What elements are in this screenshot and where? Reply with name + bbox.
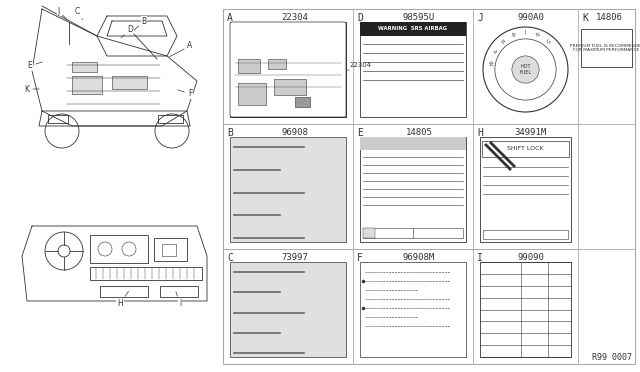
Text: H: H bbox=[117, 291, 129, 308]
Text: F: F bbox=[357, 253, 363, 263]
Text: WARNING  SRS AIRBAG: WARNING SRS AIRBAG bbox=[378, 26, 447, 32]
Text: K: K bbox=[582, 13, 588, 23]
Text: HOT
FUEL: HOT FUEL bbox=[520, 64, 532, 75]
Text: 34991M: 34991M bbox=[515, 128, 547, 137]
Bar bbox=[482, 141, 569, 157]
Text: A: A bbox=[491, 48, 497, 54]
Bar bbox=[72, 76, 102, 94]
Text: 98595U: 98595U bbox=[403, 13, 435, 22]
Bar bbox=[360, 137, 466, 242]
Bar bbox=[158, 115, 183, 123]
Bar bbox=[363, 228, 463, 238]
Bar bbox=[483, 230, 568, 239]
Text: N: N bbox=[510, 32, 516, 38]
Bar bbox=[100, 286, 148, 297]
Text: J: J bbox=[477, 13, 483, 23]
Text: E: E bbox=[28, 61, 42, 71]
Text: I: I bbox=[176, 292, 181, 308]
Bar bbox=[360, 22, 466, 117]
Text: J: J bbox=[58, 6, 67, 20]
Text: N: N bbox=[536, 32, 541, 38]
Text: 990A0: 990A0 bbox=[517, 13, 544, 22]
Text: 96908: 96908 bbox=[281, 128, 308, 137]
Text: A: A bbox=[170, 42, 193, 57]
Text: 14806: 14806 bbox=[596, 13, 623, 22]
Bar bbox=[90, 267, 202, 280]
Bar bbox=[238, 83, 266, 105]
Text: F: F bbox=[178, 90, 192, 99]
Circle shape bbox=[512, 56, 539, 83]
Bar bbox=[238, 59, 260, 73]
Text: D: D bbox=[357, 13, 363, 23]
Text: I: I bbox=[477, 253, 483, 263]
Text: 73997: 73997 bbox=[281, 253, 308, 262]
Bar bbox=[230, 262, 346, 357]
Bar bbox=[480, 137, 571, 242]
Bar bbox=[581, 29, 632, 67]
Text: R99 0007: R99 0007 bbox=[592, 353, 632, 362]
FancyBboxPatch shape bbox=[230, 22, 346, 117]
Circle shape bbox=[495, 39, 556, 100]
Bar bbox=[295, 97, 310, 107]
Bar bbox=[162, 244, 176, 256]
Bar bbox=[112, 76, 147, 89]
Text: A: A bbox=[227, 13, 233, 23]
Bar bbox=[223, 9, 635, 364]
Bar bbox=[72, 62, 97, 72]
Text: G: G bbox=[546, 38, 552, 45]
Bar bbox=[360, 262, 466, 357]
Bar bbox=[480, 262, 571, 357]
Bar bbox=[268, 59, 286, 69]
Bar bbox=[360, 22, 466, 36]
Bar bbox=[154, 238, 187, 261]
Text: 14805: 14805 bbox=[406, 128, 433, 137]
Bar bbox=[230, 22, 346, 117]
Bar bbox=[230, 137, 346, 242]
Bar bbox=[360, 137, 466, 150]
Text: R: R bbox=[499, 38, 505, 45]
Text: H: H bbox=[477, 128, 483, 138]
Text: C: C bbox=[227, 253, 233, 263]
Text: W: W bbox=[486, 60, 492, 66]
Text: D: D bbox=[121, 25, 133, 38]
Bar bbox=[160, 286, 198, 297]
Bar bbox=[274, 79, 306, 95]
Text: B: B bbox=[227, 128, 233, 138]
Text: I: I bbox=[525, 31, 526, 35]
Text: C: C bbox=[74, 6, 83, 20]
Circle shape bbox=[483, 27, 568, 112]
Text: 22304: 22304 bbox=[350, 62, 372, 68]
Bar bbox=[48, 115, 68, 123]
Text: PREMIUM FUEL IS RECOMMENDED
FOR MAXIMUM PERFORMANCE: PREMIUM FUEL IS RECOMMENDED FOR MAXIMUM … bbox=[570, 44, 640, 52]
Text: SHIFT LOCK: SHIFT LOCK bbox=[507, 147, 544, 151]
Bar bbox=[363, 228, 375, 238]
Text: B: B bbox=[134, 16, 147, 30]
Bar bbox=[90, 235, 148, 263]
Text: 22304: 22304 bbox=[281, 13, 308, 22]
Text: K: K bbox=[24, 84, 39, 93]
Text: 99090: 99090 bbox=[517, 253, 544, 262]
Text: 96908M: 96908M bbox=[403, 253, 435, 262]
Text: E: E bbox=[357, 128, 363, 138]
